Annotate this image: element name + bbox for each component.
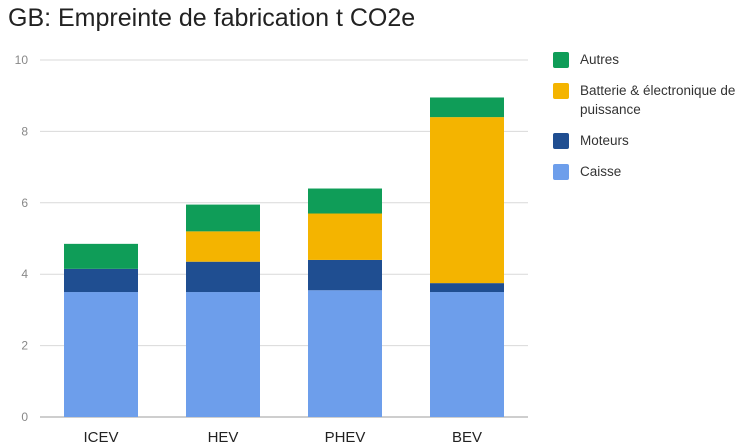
bar-segment-caisse (430, 292, 504, 417)
bar-segment-batterie-lectronique-de-puissance (430, 117, 504, 284)
legend-item: Caisse (553, 162, 748, 181)
bar-segment-moteurs (186, 261, 260, 293)
legend-item: Moteurs (553, 131, 748, 150)
legend-label: Caisse (580, 164, 622, 179)
bar-segment-caisse (308, 290, 382, 417)
bar-segment-caisse (64, 292, 138, 417)
x-tick-label: PHEV (325, 429, 366, 446)
x-tick-label: ICEV (83, 429, 118, 446)
chart-title: GB: Empreinte de fabrication t CO2e (8, 4, 416, 32)
bar-segment-batterie-lectronique-de-puissance (308, 213, 382, 260)
x-tick-label: HEV (208, 429, 239, 446)
y-tick-label: 0 (21, 410, 28, 424)
legend-swatch (553, 83, 569, 99)
legend-swatch (553, 133, 569, 149)
legend-label: Moteurs (580, 133, 629, 148)
y-tick-label: 2 (21, 339, 28, 353)
legend-item: Autres (553, 50, 748, 69)
y-tick-label: 10 (15, 53, 29, 67)
bar-segment-autres (64, 243, 138, 269)
legend-swatch (553, 52, 569, 68)
legend-item: Batterie & électronique de puissance (553, 81, 748, 119)
y-tick-label: 6 (21, 196, 28, 210)
legend-label: Autres (580, 52, 620, 67)
y-tick-label: 4 (21, 267, 28, 281)
bar-segment-batterie-lectronique-de-puissance (186, 231, 260, 262)
bar-segment-moteurs (64, 268, 138, 293)
legend-swatch (553, 164, 569, 180)
x-tick-label: BEV (452, 429, 482, 446)
legend: Autres Batterie & électronique de puissan… (553, 50, 748, 193)
bar-segment-autres (308, 188, 382, 214)
bar-segment-moteurs (308, 259, 382, 291)
bar-segment-autres (186, 204, 260, 232)
bar-segment-caisse (186, 292, 260, 417)
bar-segment-moteurs (430, 283, 504, 293)
bar-segment-autres (430, 97, 504, 118)
legend-label: Batterie & électronique de puissance (580, 83, 736, 117)
y-tick-label: 8 (21, 124, 28, 138)
